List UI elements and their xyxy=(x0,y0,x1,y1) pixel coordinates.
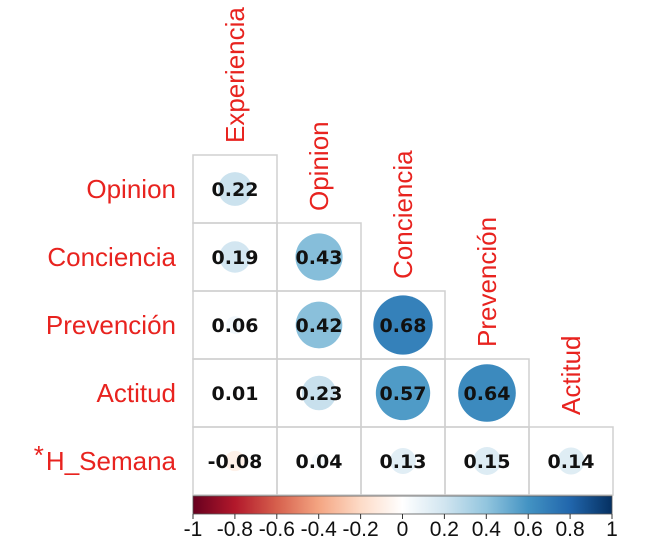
correlation-value: 0.06 xyxy=(212,315,259,337)
column-label-prevencion: Prevención xyxy=(472,217,502,347)
row-label-conciencia: Conciencia xyxy=(47,242,176,272)
row-label-marker: * xyxy=(34,440,44,470)
correlation-circle xyxy=(373,295,433,355)
row-label-text: Actitud xyxy=(97,378,177,408)
row-label-prevencion: Prevención xyxy=(46,310,176,340)
row-label-opinion: Opinion xyxy=(86,174,176,204)
color-bar-tick-label: -0.4 xyxy=(301,518,338,541)
cell-h-semana-prevencion: 0.15 xyxy=(444,426,530,496)
color-bar-tick-label: 1 xyxy=(606,518,618,541)
color-bar-tick-label: -0.8 xyxy=(217,518,253,541)
correlation-value: 0.68 xyxy=(380,315,427,337)
row-labels: Opinion Conciencia Prevención Actitud H_Sema… xyxy=(34,174,177,476)
correlation-circle xyxy=(231,389,239,397)
cell-actitud-conciencia: 0.57 xyxy=(360,358,446,428)
row-label-h-semana: H_Semana* xyxy=(34,440,177,476)
correlation-circle xyxy=(390,448,416,474)
correlation-value: 0.43 xyxy=(296,247,343,269)
correlation-value: 0.64 xyxy=(464,383,511,405)
color-bar xyxy=(192,495,613,515)
column-label-experiencia: Experiencia xyxy=(220,7,250,143)
cell-border xyxy=(528,426,614,496)
correlation-circle xyxy=(224,450,246,472)
cell-h-semana-opinion: 0.04 xyxy=(276,426,362,496)
color-bar-tick-label: 0.8 xyxy=(555,518,584,541)
correlation-value: -0.08 xyxy=(208,451,263,473)
correlation-value: 0.42 xyxy=(296,315,343,337)
cell-conciencia-experiencia: 0.19 xyxy=(192,222,278,292)
correlation-value: 0.57 xyxy=(380,383,427,405)
cell-actitud-prevencion: 0.64 xyxy=(444,358,530,428)
color-bar-tick-label: 0.2 xyxy=(430,518,459,541)
cell-actitud-experiencia: 0.01 xyxy=(192,358,278,428)
column-labels: Experiencia Opinion Conciencia Prevención Ac… xyxy=(220,7,586,415)
correlation-circle xyxy=(557,447,585,475)
correlation-circle xyxy=(311,453,327,469)
cell-prevencion-opinion: 0.42 xyxy=(276,290,362,360)
row-label-text: Opinion xyxy=(86,174,176,204)
cell-conciencia-opinion: 0.43 xyxy=(276,222,362,292)
correlation-circle xyxy=(301,375,337,411)
color-bar-tick-label: 0.4 xyxy=(472,518,502,541)
correlation-value: 0.19 xyxy=(212,247,259,269)
cell-prevencion-conciencia: 0.68 xyxy=(360,290,446,360)
cell-h-semana-actitud: 0.14 xyxy=(528,426,614,496)
column-label-opinion: Opinion xyxy=(304,121,334,211)
cell-prevencion-experiencia: 0.06 xyxy=(192,290,278,360)
row-label-text: Prevención xyxy=(46,310,176,340)
correlation-circle xyxy=(219,241,251,273)
color-bar-tick-label: 0 xyxy=(397,518,409,541)
cell-h-semana-conciencia: 0.13 xyxy=(360,426,446,496)
cell-h-semana-experiencia: -0.08 xyxy=(192,426,278,496)
row-label-actitud: Actitud xyxy=(97,378,177,408)
color-bar-tick-label: 0.6 xyxy=(514,518,543,541)
correlation-value: 0.22 xyxy=(212,179,259,201)
correlation-value: 0.13 xyxy=(380,451,427,473)
correlation-circle xyxy=(295,233,343,281)
color-scale-legend: -1 -0.8 -0.6 -0.4 -0.2 0 0.2 0.4 0.6 0.8 1 xyxy=(184,495,618,541)
correlation-circle xyxy=(473,447,501,475)
color-bar-tick-label: -0.2 xyxy=(343,518,379,541)
color-bar-tick-label: -0.6 xyxy=(259,518,295,541)
column-label-conciencia: Conciencia xyxy=(388,150,418,279)
correlation-circle xyxy=(218,172,252,206)
column-label-actitud: Actitud xyxy=(556,336,586,416)
correlation-value: 0.23 xyxy=(296,383,343,405)
row-label-text: H_Semana xyxy=(46,446,177,476)
cell-actitud-opinion: 0.23 xyxy=(276,358,362,428)
correlation-value: 0.15 xyxy=(464,451,511,473)
correlation-circle xyxy=(458,364,516,422)
correlation-value: 0.14 xyxy=(548,451,595,473)
correlation-circle xyxy=(375,365,431,421)
cell-opinion-experiencia: 0.22 xyxy=(192,154,278,224)
correlation-value: 0.01 xyxy=(212,383,259,405)
row-label-text: Conciencia xyxy=(47,242,176,272)
correlation-circle xyxy=(295,301,343,349)
correlation-value: 0.04 xyxy=(296,451,343,473)
correlation-circle xyxy=(226,316,244,334)
color-bar-tick-label: -1 xyxy=(184,518,203,541)
correlation-cells: 0.22 0.19 0.43 0.06 0.42 0.68 0.01 0.23 0.57 0.64… xyxy=(192,154,614,496)
